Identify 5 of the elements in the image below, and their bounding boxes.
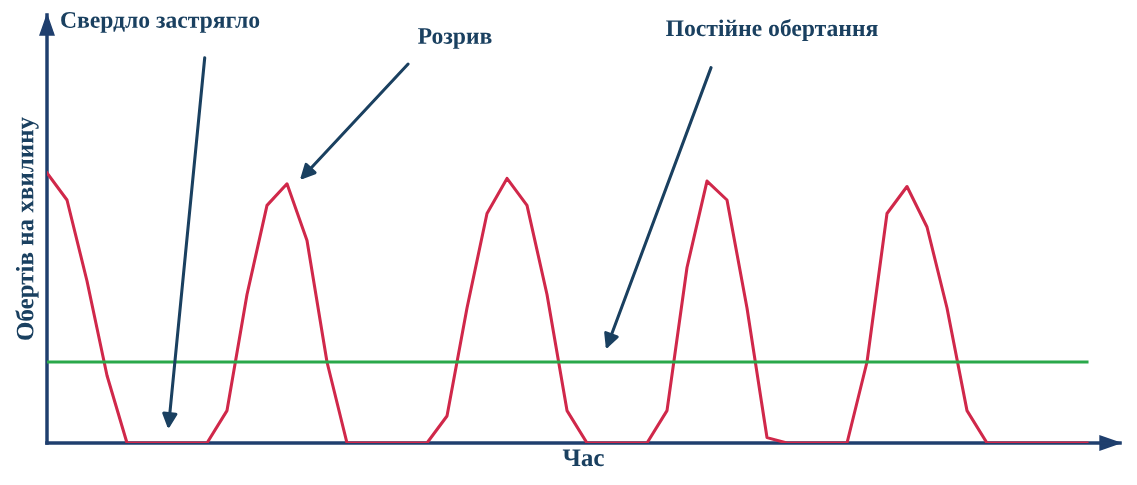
- x-axis-title: Час: [562, 449, 604, 467]
- text: Свердло застрягло: [61, 12, 260, 33]
- y-axis-title: Обертів на хвилину: [15, 117, 39, 340]
- text: Постійне обертання: [666, 19, 878, 41]
- text: Розрив: [418, 28, 492, 49]
